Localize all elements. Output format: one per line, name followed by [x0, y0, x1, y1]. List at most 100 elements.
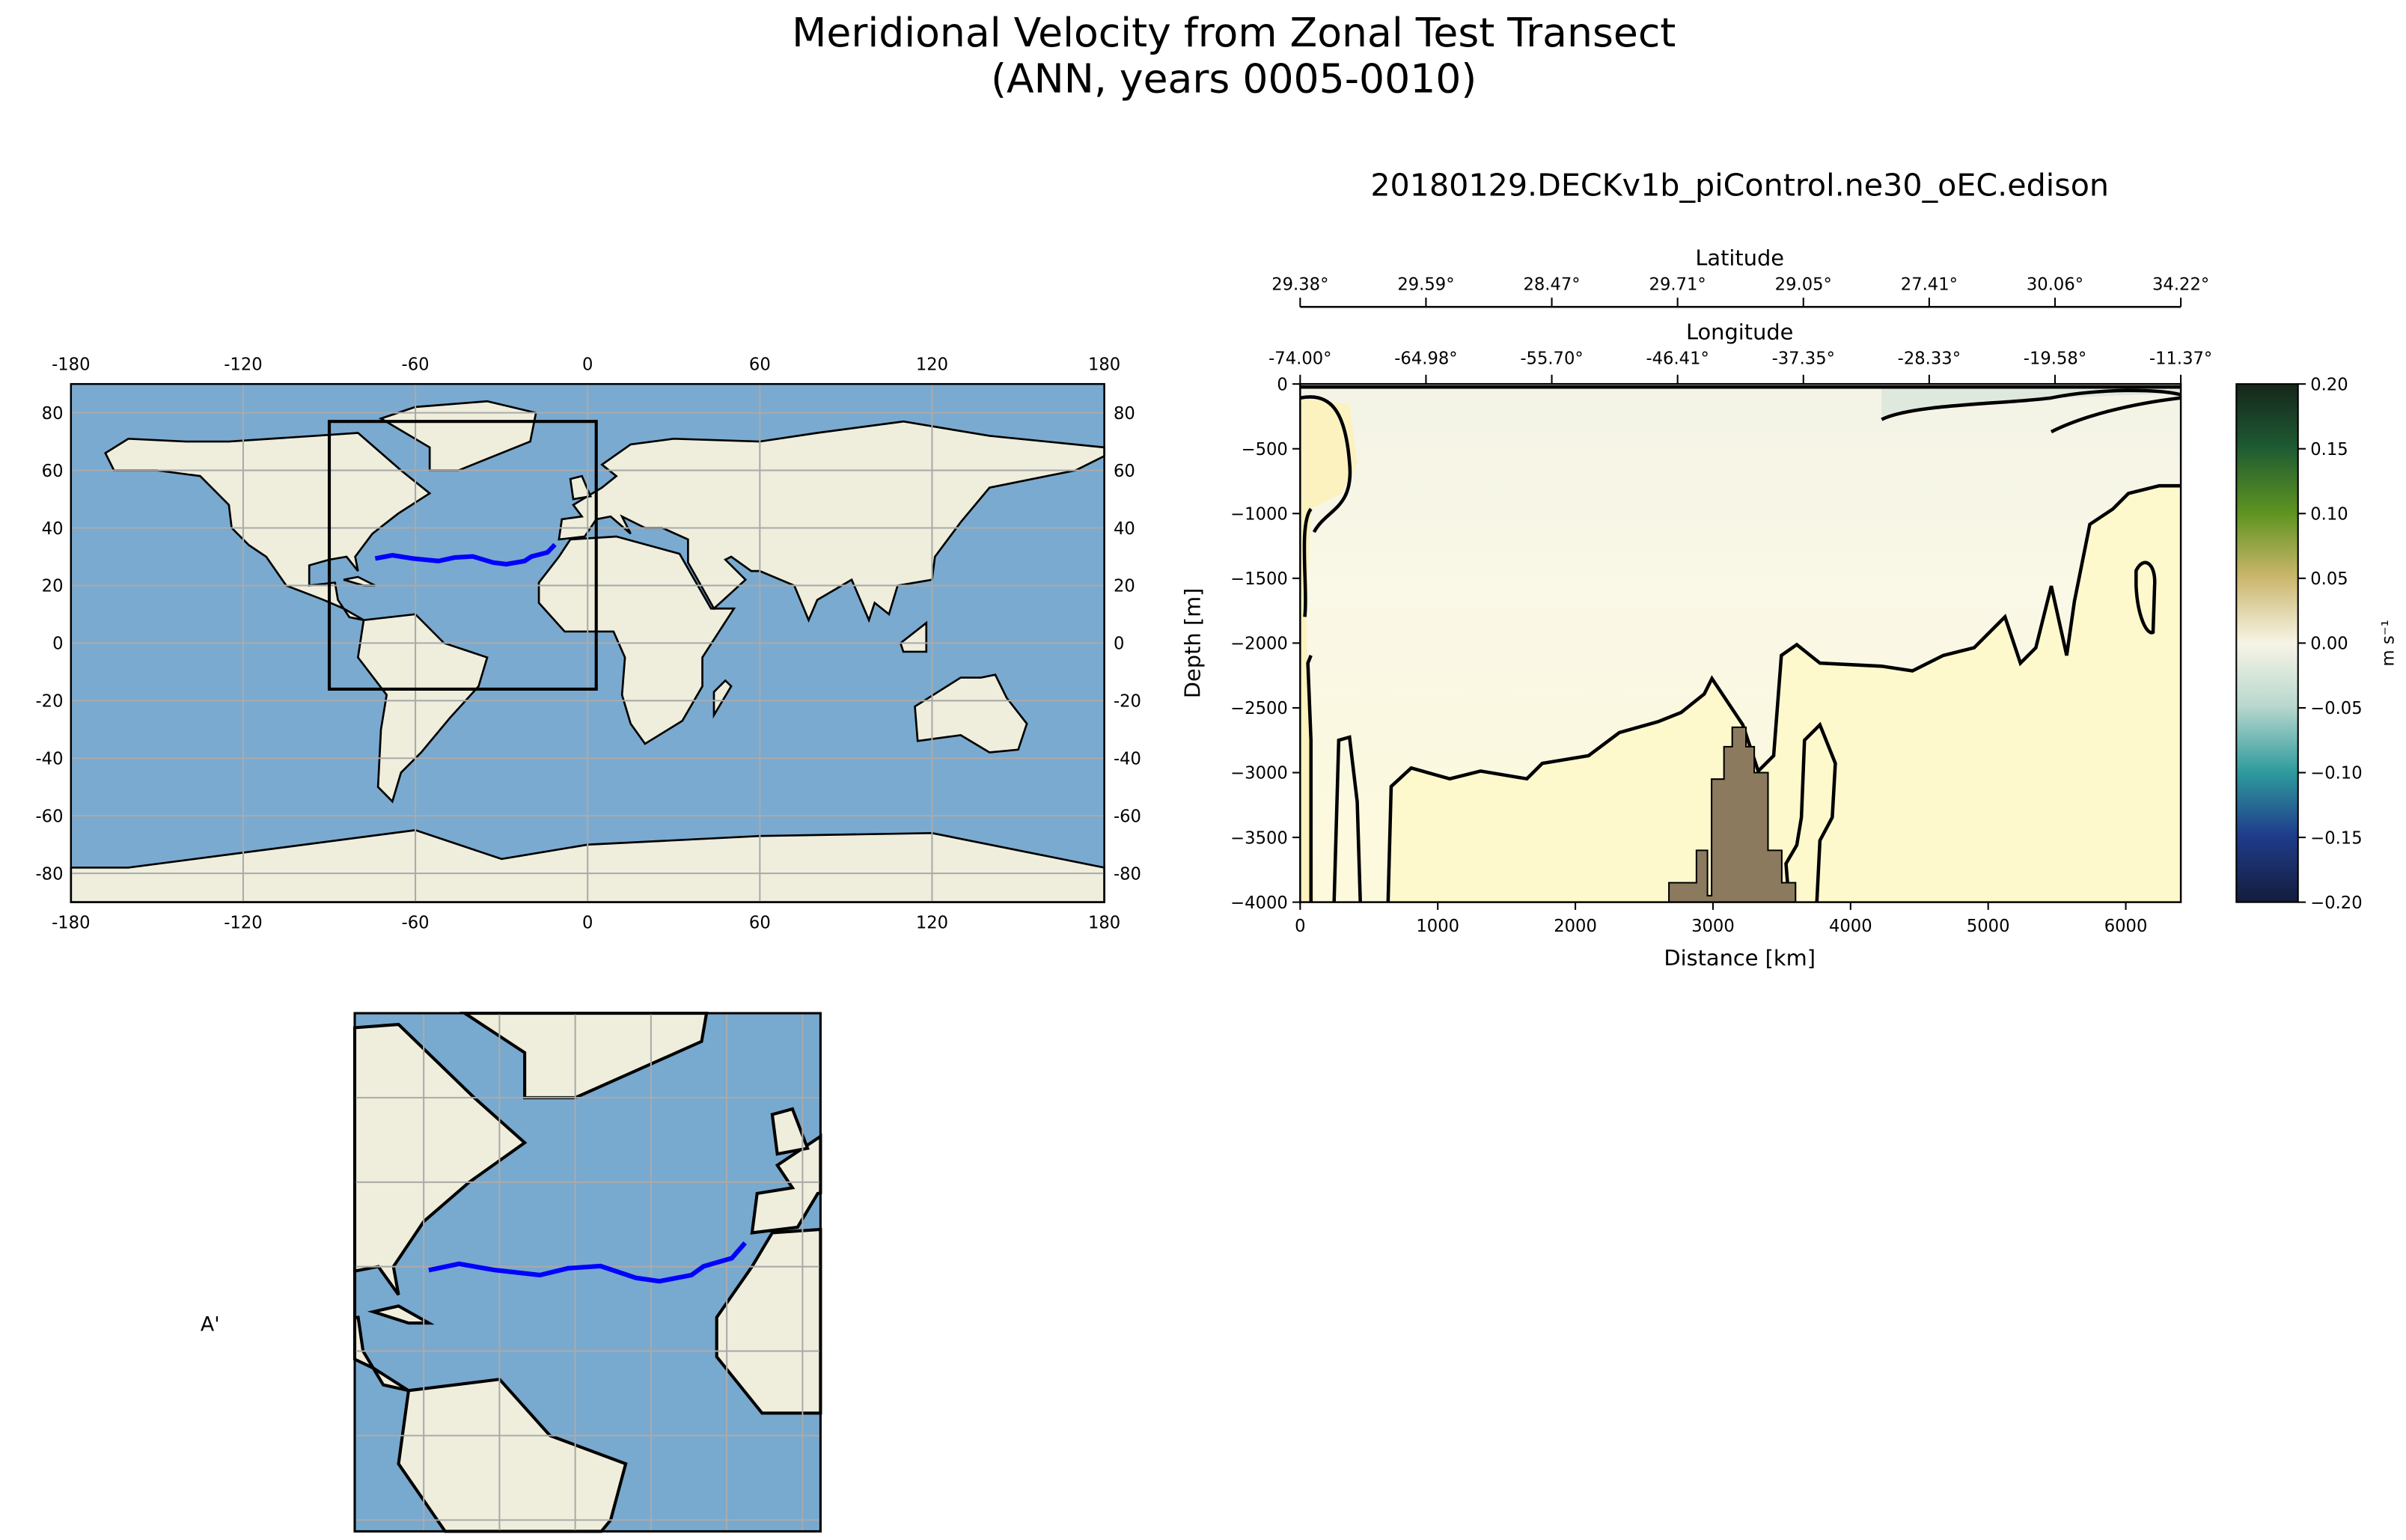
- colorbar-tick-label: −0.15: [2310, 828, 2362, 848]
- longitude-tick-label: -37.35°: [1772, 349, 1835, 368]
- x-tick-label: 3000: [1691, 917, 1735, 936]
- colorbar-tick-label: 0.00: [2310, 635, 2348, 654]
- lon-tick-top: -60: [402, 355, 430, 375]
- lat-tick-left: -60: [35, 807, 63, 826]
- lat-tick-right: 40: [1114, 519, 1135, 539]
- y-tick-label: −500: [1242, 440, 1288, 459]
- lon-tick-bottom: 0: [582, 914, 593, 933]
- lat-tick-left: 60: [42, 462, 64, 481]
- colorbar: 0.20 0.15 0.10 0.05 0.00 −0.05 −0.10 −0.15 −0.20…: [2235, 375, 2399, 913]
- lon-tick-top: 180: [1088, 355, 1120, 375]
- lon-tick-bottom: -180: [52, 914, 90, 933]
- inset-transect-line: [428, 1241, 747, 1284]
- velocity-contours: [1300, 385, 2181, 902]
- x-tick-label: 5000: [1967, 917, 2010, 936]
- lat-tick-left: -80: [35, 864, 63, 884]
- lon-tick-top: 120: [916, 355, 948, 375]
- x-tick-label: 4000: [1829, 917, 1872, 936]
- lon-tick-top: 0: [582, 355, 593, 375]
- longitude-axis-label: Longitude: [1686, 319, 1793, 344]
- y-tick-label: −3000: [1230, 764, 1288, 783]
- longitude-tick-label: -46.41°: [1646, 349, 1709, 368]
- figure-title: Meridional Velocity from Zonal Test Tran…: [792, 9, 1676, 56]
- x-tick-label: 1000: [1416, 917, 1459, 936]
- section-plot: 0 1000 2000 3000 4000 5000 6000 0 −500 −1000 −1500…: [1179, 245, 2212, 971]
- y-tick-label: −1500: [1230, 569, 1288, 589]
- colorbar-label: m s⁻¹: [2379, 620, 2399, 666]
- latitude-tick-label: 28.47°: [1523, 275, 1580, 294]
- latitude-tick-label: 30.06°: [2027, 275, 2083, 294]
- lat-tick-right: 20: [1114, 577, 1135, 596]
- x-axis-label: Distance [km]: [1664, 945, 1816, 971]
- latitude-axis-label: Latitude: [1695, 245, 1784, 270]
- lon-tick-bottom: 60: [749, 914, 771, 933]
- landmass-britain: [569, 474, 593, 501]
- figure-title-period: (ANN, years 0005-0010): [991, 55, 1477, 103]
- y-tick-label: 0: [1277, 375, 1287, 394]
- latitude-tick-label: 29.71°: [1649, 275, 1706, 294]
- longitude-tick-label: -55.70°: [1520, 349, 1583, 368]
- lat-tick-left: -20: [35, 692, 63, 712]
- colorbar-tick-label: 0.20: [2310, 375, 2348, 394]
- x-tick-label: 2000: [1554, 917, 1597, 936]
- y-axis-label: Depth [m]: [1179, 588, 1205, 699]
- lat-tick-right: 60: [1114, 462, 1135, 481]
- latitude-tick-label: 29.05°: [1775, 275, 1832, 294]
- inset-map: [352, 1011, 822, 1533]
- lat-tick-left: -40: [35, 750, 63, 769]
- world-map-ticks: -180 -180 -120 -120 -60 -60 0 0 60 60 120 120 180 180…: [35, 355, 1141, 933]
- lat-tick-left: 0: [52, 635, 63, 654]
- world-map: -180 -180 -120 -120 -60 -60 0 0 60 60 120 120 180 180…: [35, 355, 1141, 933]
- latitude-tick-label: 34.22°: [2152, 275, 2209, 294]
- longitude-tick-label: -74.00°: [1268, 349, 1331, 368]
- lon-tick-bottom: 180: [1088, 914, 1120, 933]
- landmass-cuba: [367, 1304, 435, 1325]
- latitude-tick-label: 29.38°: [1271, 275, 1328, 294]
- landmass-borneo: [899, 620, 928, 653]
- lon-tick-top: -180: [52, 355, 90, 375]
- lat-tick-right: -20: [1114, 692, 1141, 712]
- latitude-tick-label: 27.41°: [1901, 275, 1958, 294]
- lat-tick-left: 80: [42, 404, 64, 424]
- colorbar-ticks: 0.20 0.15 0.10 0.05 0.00 −0.05 −0.10 −0.15 −0.20: [2297, 375, 2363, 913]
- lat-tick-right: 0: [1114, 635, 1124, 654]
- longitude-tick-label: -28.33°: [1898, 349, 1961, 368]
- colorbar-tick-label: −0.20: [2310, 893, 2362, 913]
- colorbar-tick-label: −0.05: [2310, 699, 2362, 718]
- y-tick-label: −2000: [1230, 635, 1288, 654]
- region-box: [327, 420, 598, 691]
- bathymetry: [1668, 726, 1797, 902]
- colorbar-tick-label: −0.10: [2310, 764, 2362, 783]
- lon-tick-top: -120: [224, 355, 262, 375]
- landmass-madagascar: [712, 679, 733, 719]
- longitude-tick-label: -64.98°: [1394, 349, 1457, 368]
- x-tick-label: 6000: [2104, 917, 2148, 936]
- lat-tick-right: -60: [1114, 807, 1141, 826]
- transect-line: [374, 543, 557, 567]
- colorbar-gradient: [2235, 383, 2299, 903]
- y-tick-label: −2500: [1230, 699, 1288, 718]
- lon-tick-bottom: -120: [224, 914, 262, 933]
- left-positive-region: [1300, 397, 1358, 902]
- landmass-greenland: [378, 400, 537, 471]
- landmass-australia: [914, 673, 1028, 754]
- landmass-britain: [770, 1107, 810, 1156]
- latitude-tick-label: 29.59°: [1397, 275, 1454, 294]
- colorbar-tick-label: 0.05: [2310, 569, 2348, 589]
- lon-tick-top: 60: [749, 355, 771, 375]
- section-ticks: 0 1000 2000 3000 4000 5000 6000 0 −500 −1000 −1500…: [1230, 275, 2212, 935]
- positive-velocity-region: [1387, 486, 2181, 902]
- surface-negative-region: [1881, 388, 2181, 417]
- y-tick-label: −1000: [1230, 505, 1288, 525]
- lat-tick-left: 20: [42, 577, 64, 596]
- colorbar-tick-label: 0.10: [2310, 505, 2348, 525]
- inset-label: A': [201, 1313, 220, 1336]
- longitude-tick-label: -11.37°: [2149, 349, 2212, 368]
- longitude-tick-label: -19.58°: [2024, 349, 2086, 368]
- lat-tick-left: 40: [42, 519, 64, 539]
- inset-map-frame: [353, 1012, 822, 1533]
- y-tick-label: −3500: [1230, 828, 1288, 848]
- lon-tick-bottom: 120: [916, 914, 948, 933]
- landmass-north-america: [352, 1022, 528, 1393]
- x-tick-label: 0: [1295, 917, 1305, 936]
